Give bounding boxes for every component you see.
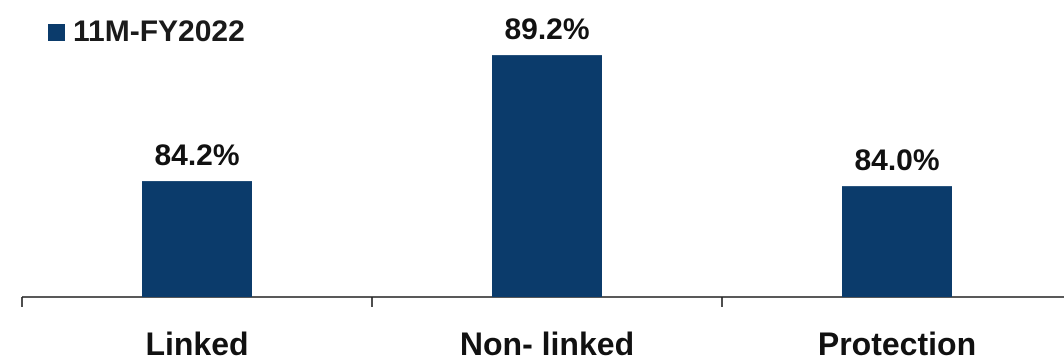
data-label: 84.2% (154, 139, 239, 172)
x-tick-label: Linked (145, 326, 248, 362)
bar (842, 186, 952, 297)
data-label: 89.2% (504, 13, 589, 46)
bar (142, 181, 252, 297)
chart-legend: 11M-FY2022 (48, 14, 245, 50)
x-tick-label: Non- linked (460, 326, 634, 362)
bar (492, 55, 602, 297)
data-label: 84.0% (854, 144, 939, 177)
legend-label: 11M-FY2022 (73, 15, 245, 48)
legend-swatch (48, 23, 65, 41)
x-tick-label: Protection (818, 326, 976, 362)
